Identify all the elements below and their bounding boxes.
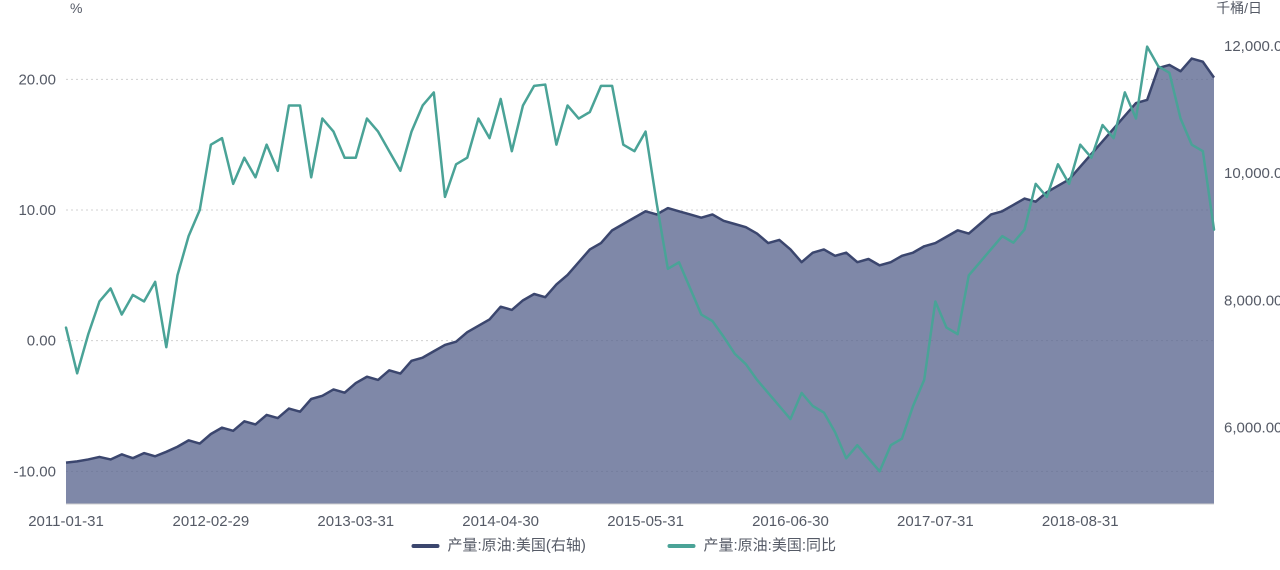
legend-swatch xyxy=(412,544,440,548)
left-axis-tick-label: 20.00 xyxy=(18,71,56,88)
x-axis-tick-label: 2017-07-31 xyxy=(897,513,974,530)
left-axis-tick-label: -10.00 xyxy=(13,463,56,480)
x-axis-tick-label: 2012-02-29 xyxy=(173,513,250,530)
legend-label-0: 产量:原油:美国(右轴) xyxy=(448,537,586,554)
x-axis-tick-label: 2011-01-31 xyxy=(28,513,104,530)
right-axis-tick-label: 8,000.00 xyxy=(1224,292,1280,309)
x-axis-tick-label: 2015-05-31 xyxy=(607,513,684,530)
x-axis-tick-label: 2018-08-31 xyxy=(1042,513,1119,530)
left-axis-label: % xyxy=(70,0,82,16)
chart-svg: -10.00 0.00 10.00 20.00 6,000.00 8,000.00 10,0… xyxy=(0,0,1280,570)
left-axis-tick-label: 10.00 xyxy=(18,202,56,219)
right-axis-label: 千桶/日 xyxy=(1216,0,1262,16)
right-axis-tick-label: 10,000.00 xyxy=(1224,165,1280,182)
x-axis-tick-label: 2016-06-30 xyxy=(752,513,829,530)
left-axis-tick-label: 0.00 xyxy=(27,333,56,350)
legend-swatch xyxy=(668,544,696,548)
crude-oil-production-chart: -10.00 0.00 10.00 20.00 6,000.00 8,000.00 10,0… xyxy=(0,0,1280,570)
right-axis-tick-label: 12,000.00 xyxy=(1224,38,1280,55)
legend-label-1: 产量:原油:美国:同比 xyxy=(704,537,837,554)
x-axis-tick-label: 2014-04-30 xyxy=(462,513,539,530)
x-axis-tick-label: 2013-03-31 xyxy=(317,513,394,530)
right-axis-tick-label: 6,000.00 xyxy=(1224,420,1280,437)
